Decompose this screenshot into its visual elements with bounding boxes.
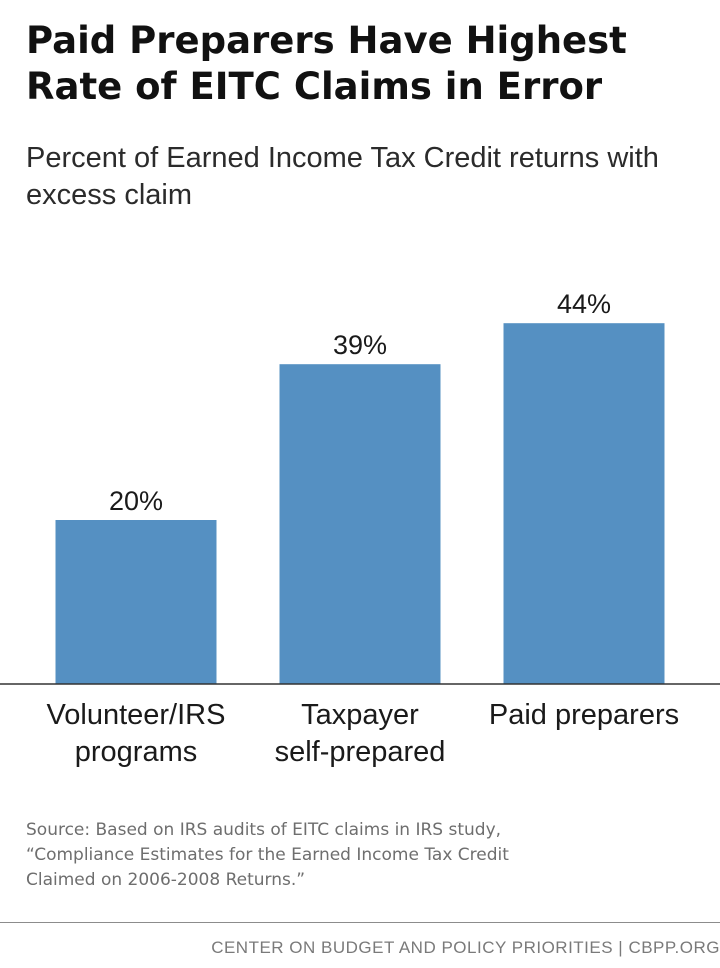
category-label: self-prepared <box>275 736 446 768</box>
bar <box>503 323 665 684</box>
category-label: Paid preparers <box>489 699 679 731</box>
category-label: programs <box>75 736 198 768</box>
bar-value-label: 20% <box>109 486 163 516</box>
bar-value-label: 44% <box>557 289 611 319</box>
source-line: Claimed on 2006-2008 Returns.” <box>26 870 306 890</box>
source-line: Source: Based on IRS audits of EITC clai… <box>26 820 502 840</box>
category-label: Taxpayer <box>301 699 419 731</box>
bar <box>55 520 217 684</box>
chart-subtitle: Percent of Earned Income Tax Credit retu… <box>26 142 659 211</box>
source-note: Source: Based on IRS audits of EITC clai… <box>26 818 706 893</box>
bar-value-label: 39% <box>333 330 387 360</box>
bar-chart: 20% Volunteer/IRS programs 39% Taxpayer self-… <box>0 289 720 768</box>
bar <box>279 364 441 684</box>
footer-credit: CENTER ON BUDGET AND POLICY PRIORITIES |… <box>211 938 720 957</box>
footer-divider <box>0 922 720 923</box>
chart-title: Paid Preparers Have Highest Rate of EITC… <box>26 19 627 108</box>
source-line: “Compliance Estimates for the Earned Inc… <box>26 845 509 865</box>
category-label: Volunteer/IRS <box>47 699 226 731</box>
